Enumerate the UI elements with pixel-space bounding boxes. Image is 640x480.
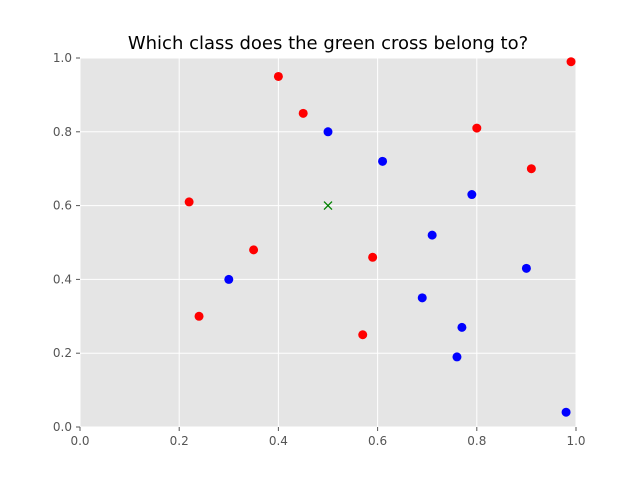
data-point-blue (417, 293, 427, 303)
x-tick-label: 1.0 (566, 434, 585, 448)
data-points (184, 57, 576, 417)
data-point-red (249, 245, 259, 255)
y-tick-label: 0.0 (53, 420, 72, 434)
x-tick-label: 0.0 (70, 434, 89, 448)
grid-lines (79, 57, 577, 428)
data-point-red (358, 330, 368, 340)
data-point-red (526, 164, 536, 174)
data-point-red (472, 123, 482, 133)
data-point-blue (457, 322, 467, 332)
data-point-blue (378, 156, 388, 166)
query-point-query-cross (323, 201, 333, 211)
data-point-red (368, 252, 378, 262)
y-tick-label: 0.6 (53, 199, 72, 213)
x-tick-label: 0.8 (467, 434, 486, 448)
y-tick-label: 0.8 (53, 125, 72, 139)
data-point-blue (467, 190, 477, 200)
data-point-red (273, 71, 283, 81)
data-point-blue (561, 407, 571, 417)
data-point-blue (427, 230, 437, 240)
data-point-red (194, 311, 204, 321)
y-tick-label: 0.2 (53, 346, 72, 360)
y-tick-label: 1.0 (53, 51, 72, 65)
x-tick-label: 0.4 (269, 434, 288, 448)
axes: 0.0 0.2 0.4 0.6 0.8 1.0 0.0 0.2 0.4 0.6 0.8 1.0 (53, 51, 586, 448)
data-point-blue (323, 127, 333, 137)
data-point-blue (521, 263, 531, 273)
x-tick-label: 0.2 (170, 434, 189, 448)
data-point-red (298, 108, 308, 118)
data-point-blue (224, 274, 234, 284)
data-point-red (184, 197, 194, 207)
x-tick-label: 0.6 (368, 434, 387, 448)
data-point-red (566, 57, 576, 67)
y-tick-label: 0.4 (53, 272, 72, 286)
data-point-blue (452, 352, 462, 362)
chart-title: Which class does the green cross belong … (128, 33, 528, 54)
plot-area (80, 58, 576, 427)
